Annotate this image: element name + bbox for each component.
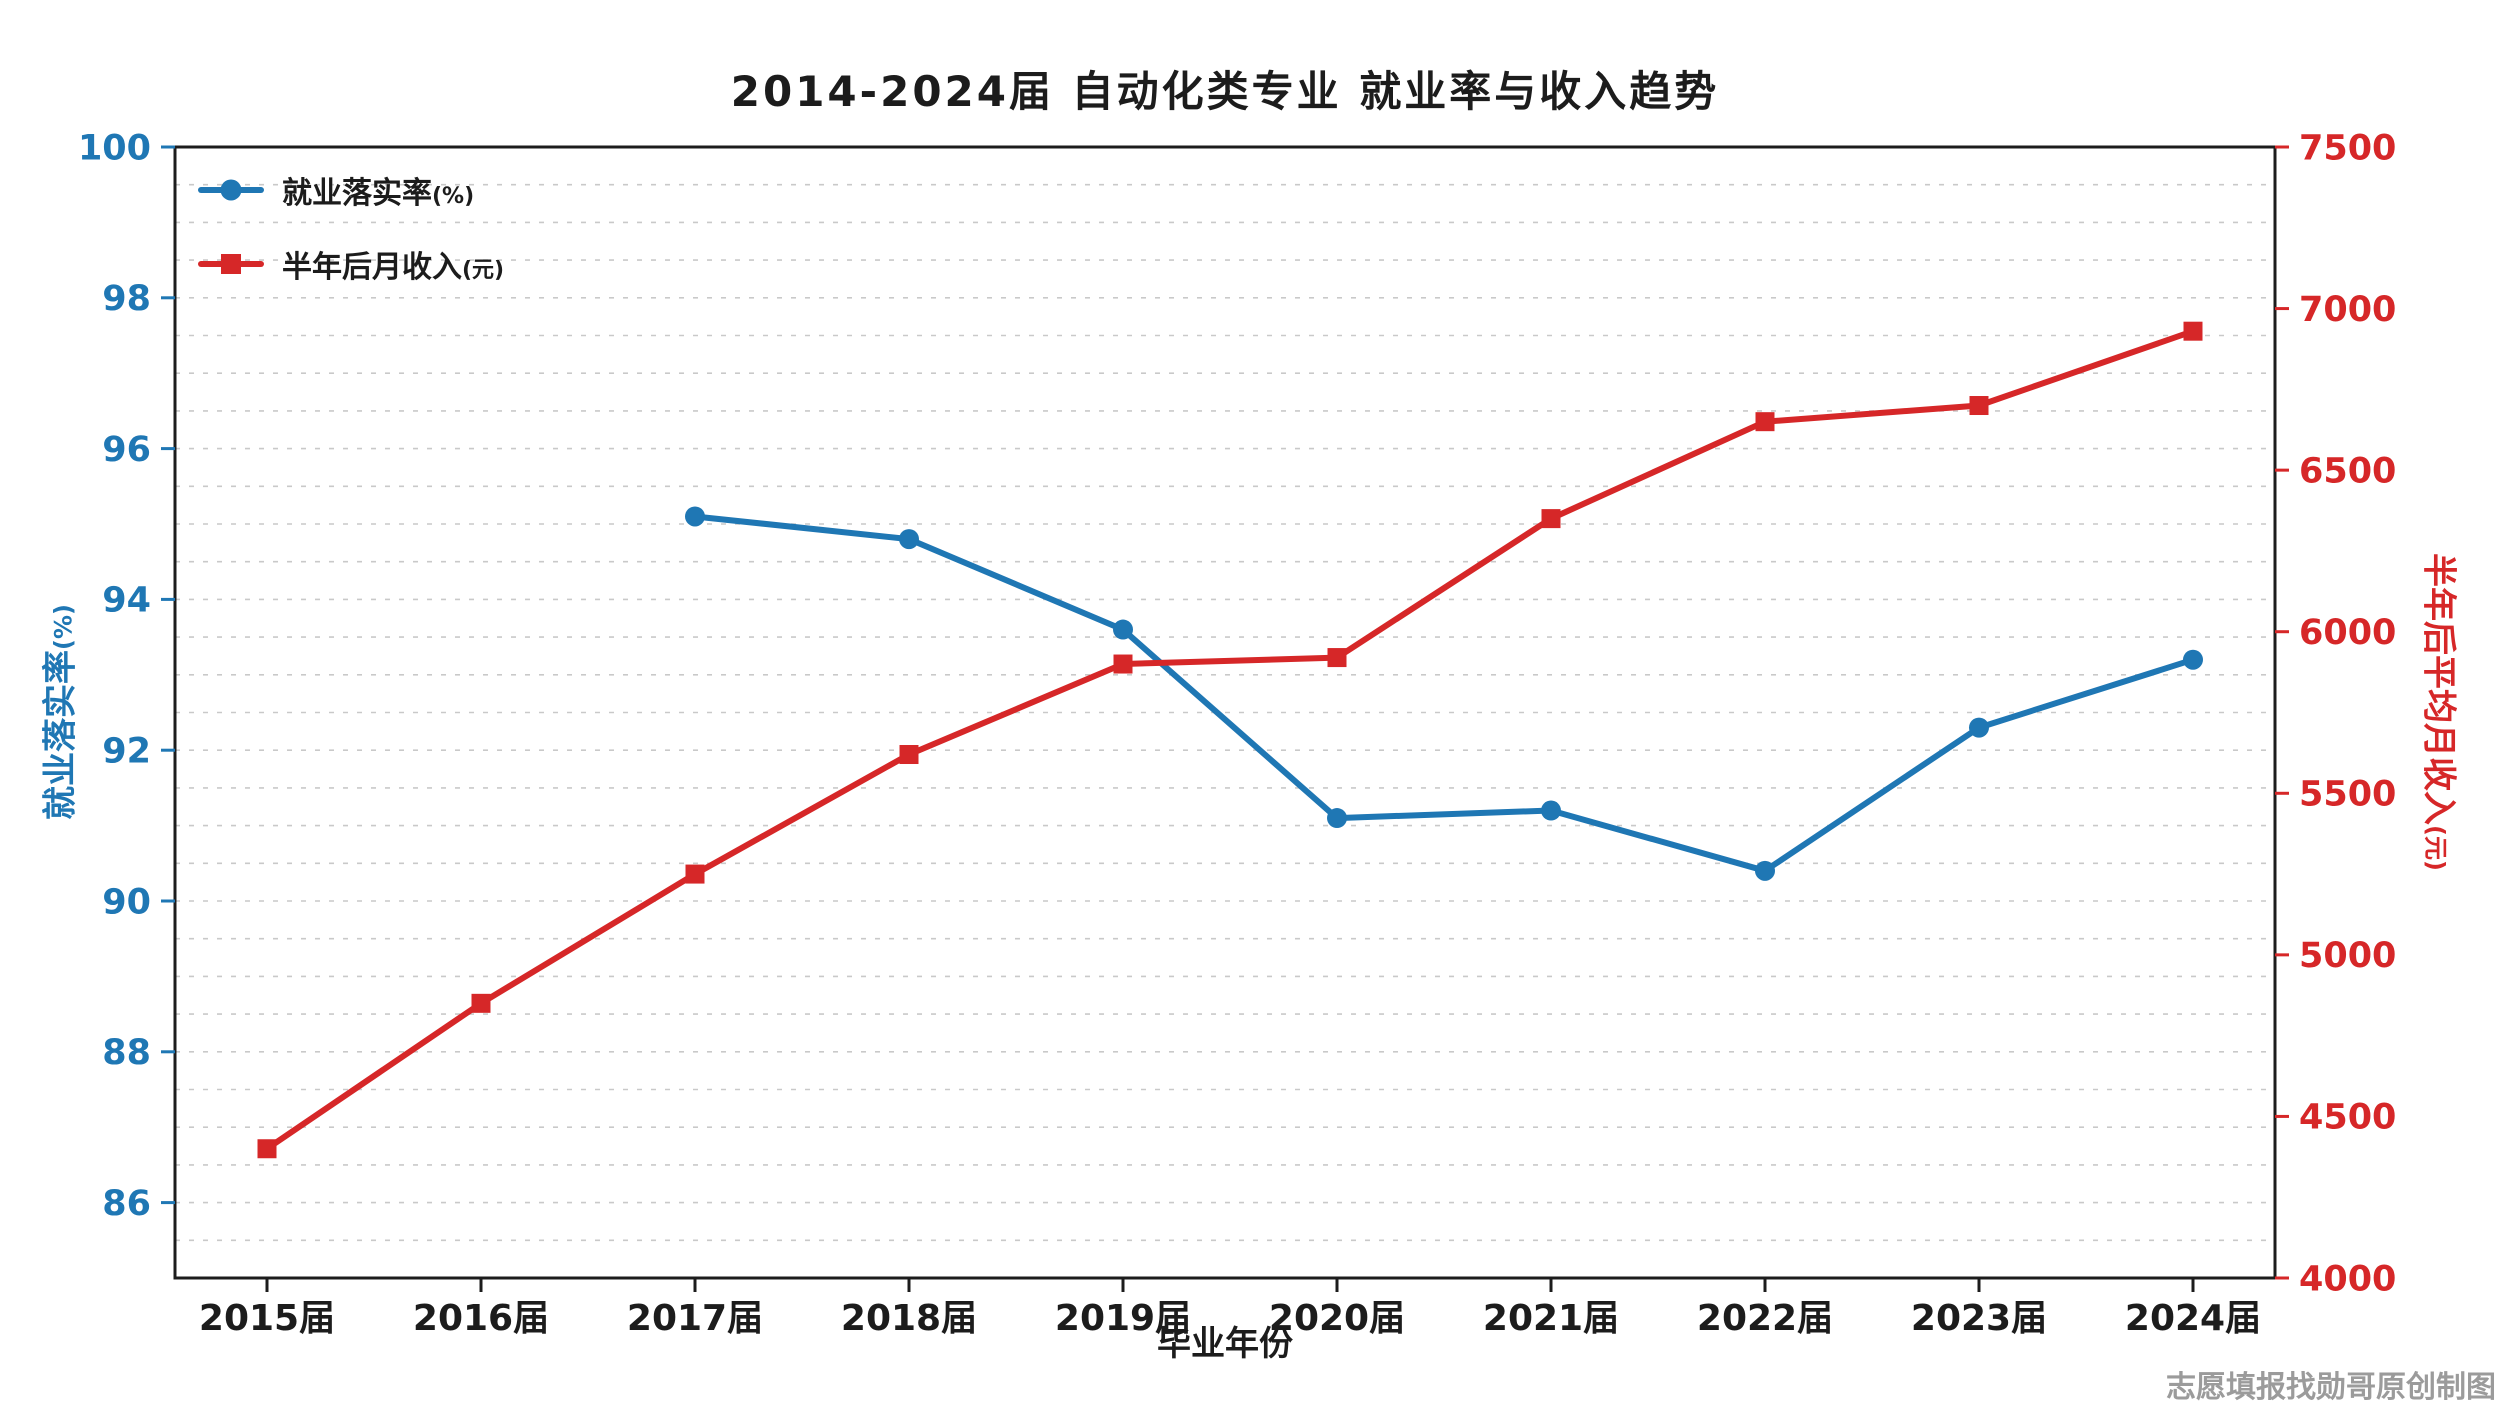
x-tick-label: 2021届 <box>1483 1298 1619 1339</box>
square-marker-icon <box>221 254 241 274</box>
data-point-income <box>2183 321 2203 341</box>
right-tick-label: 5500 <box>2299 775 2396 815</box>
data-point-employment_rate <box>1541 800 1561 821</box>
x-tick-label: 2015届 <box>199 1298 335 1339</box>
right-axis-label-unit: (元) <box>2421 825 2450 871</box>
legend-line-square-marker <box>198 253 264 275</box>
legend-line-circle-marker <box>198 179 264 201</box>
left-axis-label-unit: (%) <box>49 604 78 650</box>
left-tick-label: 90 <box>102 882 151 922</box>
data-point-income <box>1755 412 1775 432</box>
legend-label-income: 半年后月收入(元) <box>282 250 505 285</box>
x-tick-label: 2023届 <box>1911 1298 2047 1339</box>
series-line-income <box>264 328 2196 1152</box>
data-point-employment_rate <box>685 506 705 527</box>
legend: 就业落实率(%) 半年后月收入(元) <box>198 168 504 286</box>
data-point-employment_rate <box>1755 860 1775 881</box>
left-tick-label: 96 <box>102 430 151 470</box>
right-tick-label: 7000 <box>2299 290 2396 330</box>
data-point-income <box>1327 648 1347 668</box>
watermark: 志愿填报找勋哥原创制图 <box>2166 1370 2496 1405</box>
x-tick-label: 2019届 <box>1055 1298 1191 1339</box>
left-tick-label: 92 <box>102 731 151 771</box>
legend-entry-employment-rate: 就业落实率(%) <box>198 168 504 212</box>
x-tick-label: 2020届 <box>1269 1298 1405 1339</box>
data-point-income <box>1541 509 1561 529</box>
data-point-income <box>685 864 705 884</box>
right-tick-label: 6500 <box>2299 451 2396 491</box>
series-line-employment_rate <box>692 513 2196 874</box>
x-tick-label: 2018届 <box>841 1298 977 1339</box>
right-axis-label: 半年后平均月收入(元) <box>2418 553 2467 871</box>
circle-marker-icon <box>220 179 242 201</box>
left-tick-label: 94 <box>102 581 151 621</box>
x-tick-label: 2017届 <box>627 1298 763 1339</box>
data-point-employment_rate <box>899 529 919 550</box>
right-tick-label: 4000 <box>2299 1259 2396 1299</box>
data-point-employment_rate <box>1113 619 1133 640</box>
left-tick-label: 100 <box>78 128 151 168</box>
right-tick-label: 5000 <box>2299 936 2396 976</box>
right-tick-label: 4500 <box>2299 1098 2396 1138</box>
data-point-income <box>257 1139 277 1159</box>
left-tick-label: 86 <box>102 1184 151 1224</box>
left-tick-label: 98 <box>102 279 151 319</box>
data-point-income <box>471 993 491 1013</box>
data-point-employment_rate <box>1327 808 1347 829</box>
legend-entry-income: 半年后月收入(元) <box>198 242 504 286</box>
left-tick-label: 88 <box>102 1033 151 1073</box>
data-point-employment_rate <box>1969 717 1989 738</box>
right-axis-label-text: 半年后平均月收入 <box>2418 553 2459 826</box>
x-tick-label: 2016届 <box>413 1298 549 1339</box>
plot-border <box>173 145 2277 1280</box>
data-point-income <box>1969 396 1989 416</box>
right-tick-label: 7500 <box>2299 128 2396 168</box>
x-tick-label: 2024届 <box>2125 1298 2261 1339</box>
x-axis-label: 毕业年份 <box>1157 1324 1293 1364</box>
data-point-income <box>899 745 919 765</box>
legend-label-employment-rate: 就业落实率(%) <box>282 176 475 211</box>
left-axis-label: 就业落实率(%) <box>33 604 82 820</box>
right-tick-label: 6000 <box>2299 613 2396 653</box>
x-tick-label: 2022届 <box>1697 1298 1833 1339</box>
data-point-income <box>1113 654 1133 674</box>
chart-title: 2014-2024届 自动化类专业 就业率与收入趋势 <box>730 67 1720 116</box>
left-axis-label-text: 就业落实率 <box>40 649 81 820</box>
data-point-employment_rate <box>2183 649 2203 670</box>
